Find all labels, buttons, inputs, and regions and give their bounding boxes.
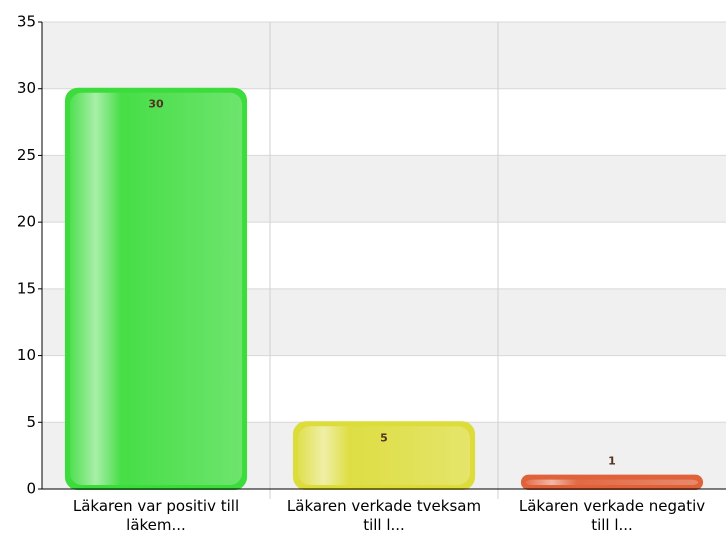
y-tick-label: 20 <box>17 213 36 231</box>
value-label: 5 <box>380 431 388 444</box>
y-tick-label: 35 <box>17 13 36 31</box>
x-tick-label: Läkaren var positiv till läkem... <box>72 497 240 534</box>
y-tick-label: 25 <box>17 146 36 164</box>
value-label: 30 <box>148 98 164 111</box>
bar-shine <box>297 426 471 485</box>
y-tick-label: 10 <box>17 346 36 364</box>
y-tick-label: 5 <box>26 413 36 431</box>
y-tick-label: 0 <box>26 480 36 498</box>
grid-band <box>42 22 726 89</box>
x-tick-label: Läkaren verkade negativ till l... <box>518 497 706 534</box>
y-tick-label: 15 <box>17 279 36 297</box>
y-tick-label: 30 <box>17 79 36 97</box>
value-label: 1 <box>608 455 616 468</box>
x-tick-label: Läkaren verkade tveksam till l... <box>286 497 482 534</box>
bar-shine <box>69 92 243 485</box>
bar-shine <box>525 479 699 485</box>
